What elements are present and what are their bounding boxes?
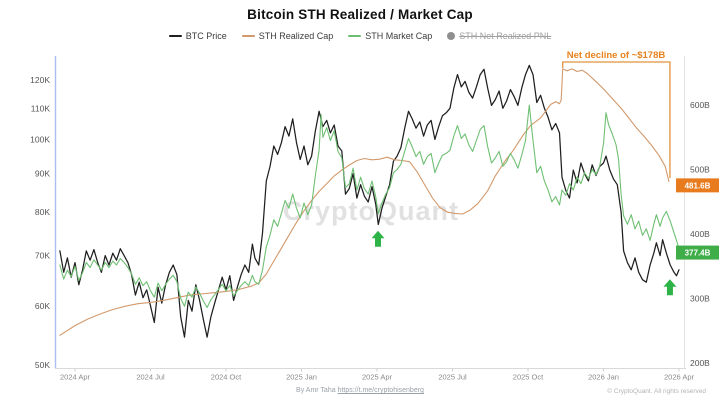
- x-tick-2025-Oct: 2025 Oct: [513, 373, 544, 382]
- x-axis-tick-labels: 2024 Apr 2024 Jul 2024 Oct 2025 Jan 2025 Apr…: [60, 368, 695, 382]
- series-lines: [59, 64, 680, 338]
- legend-label: STH Market Cap: [365, 31, 433, 41]
- footer-copyright: © CryptoQuant. All rights reserved: [607, 388, 706, 395]
- legend-circle-marker-icon: [447, 32, 456, 40]
- left-tick-70K: 70K: [35, 251, 50, 261]
- series-line-sth-realized-cap: [59, 68, 670, 336]
- legend-item-sth-realized-cap[interactable]: STH Realized Cap: [241, 31, 334, 41]
- decline-bracket: [562, 61, 671, 178]
- legend-label: BTC Price: [185, 31, 227, 41]
- x-tick-2024-Jul: 2024 Jul: [136, 373, 165, 382]
- last-value-badge-text: 377.4B: [685, 249, 711, 258]
- left-tick-80K: 80K: [35, 207, 50, 217]
- left-tick-120K: 120K: [30, 75, 50, 85]
- left-tick-50K: 50K: [35, 360, 50, 370]
- last-value-badge-text: 481.6B: [685, 181, 711, 190]
- left-tick-110K: 110K: [31, 103, 51, 113]
- x-tick-2024-Oct: 2024 Oct: [211, 373, 242, 382]
- legend-item-btc-price[interactable]: BTC Price: [168, 31, 227, 41]
- decline-annotation: Net decline of ~$178B: [567, 50, 666, 61]
- x-tick-2024-Apr: 2024 Apr: [60, 373, 91, 382]
- x-tick-2025-Jul: 2025 Jul: [438, 373, 467, 382]
- last-value-badge: [676, 245, 719, 260]
- footer-credit: By Amr Taha https://t.me/cryptohisenberg: [0, 387, 720, 394]
- legend-line-marker-icon: [241, 35, 255, 37]
- value-badges: 481.6B 377.4B: [676, 178, 719, 260]
- x-tick-2025-Apr: 2025 Apr: [362, 373, 393, 382]
- legend-line-marker-icon: [348, 35, 362, 37]
- x-tick-2025-Jan: 2025 Jan: [286, 373, 317, 382]
- series-line-sth-market-cap: [59, 104, 680, 309]
- right-axis-tick-labels: 600B 500B 400B 300B 200B: [690, 100, 710, 368]
- last-value-badge: [676, 178, 719, 193]
- series-line-btc-price: [59, 64, 680, 338]
- up-arrow-icon: [371, 230, 385, 247]
- x-tick-2026-Jan: 2026 Jan: [588, 373, 619, 382]
- legend-item-sth-market-cap[interactable]: STH Market Cap: [348, 31, 432, 41]
- chart-title: Bitcoin STH Realized / Market Cap: [247, 7, 473, 22]
- right-tick-200B: 200B: [690, 358, 710, 368]
- left-tick-90K: 90K: [35, 169, 50, 179]
- legend-item-sth-net-realized-pnl[interactable]: STH Net Realized PNL: [447, 31, 551, 41]
- left-tick-60K: 60K: [35, 301, 50, 311]
- signal-arrows: [371, 230, 677, 296]
- footer-author: By Amr Taha: [296, 387, 338, 394]
- right-tick-600B: 600B: [690, 100, 710, 110]
- right-tick-300B: 300B: [690, 294, 710, 304]
- legend-label: STH Realized Cap: [258, 31, 334, 41]
- right-tick-500B: 500B: [690, 165, 710, 175]
- legend-label: STH Net Realized PNL: [459, 31, 552, 41]
- left-tick-100K: 100K: [30, 134, 50, 144]
- x-tick-2026-Apr: 2026 Apr: [664, 373, 695, 382]
- left-axis-tick-labels: 120K 110K 100K 90K 80K 70K 60K 50K: [30, 75, 50, 370]
- up-arrow-icon: [663, 279, 677, 296]
- footer-link[interactable]: https://t.me/cryptohisenberg: [337, 387, 424, 394]
- legend-line-marker-icon: [168, 35, 182, 37]
- legend: BTC Price STH Realized Cap STH Market Cap S…: [0, 31, 720, 41]
- right-tick-400B: 400B: [690, 229, 710, 239]
